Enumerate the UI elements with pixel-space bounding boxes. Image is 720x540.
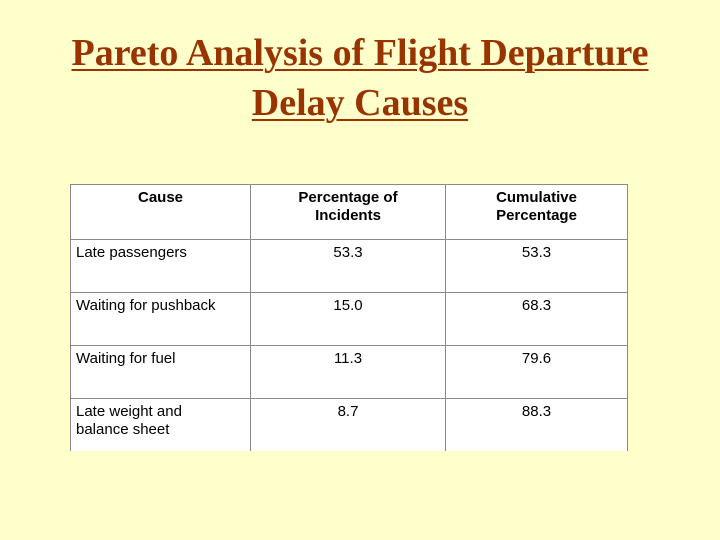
header-cell: Cumulative Percentage xyxy=(445,184,628,240)
slide-title: Pareto Analysis of Flight Departure Dela… xyxy=(71,32,649,124)
value-cell: 79.6 xyxy=(445,345,628,399)
header-cell: Cause xyxy=(70,184,251,240)
table-row: Late passengers 53.3 53.3 xyxy=(70,239,628,293)
header-row: Cause Percentage of Incidents Cumulative P… xyxy=(70,184,628,240)
header-cell: Percentage of Incidents xyxy=(250,184,446,240)
table-body: Late passengers 53.3 53.3 Waiting for pushb… xyxy=(70,239,628,451)
table-row: Waiting for pushback 15.0 68.3 xyxy=(70,292,628,346)
cause-cell: Late weight and balance sheet xyxy=(70,398,251,451)
pareto-table: Cause Percentage of Incidents Cumulative P… xyxy=(70,184,628,451)
value-cell: 88.3 xyxy=(445,398,628,451)
cause-cell: Late passengers xyxy=(70,239,251,293)
table-row: Late weight and balance sheet 8.7 88.3 xyxy=(70,398,628,451)
value-cell: 53.3 xyxy=(445,239,628,293)
value-cell: 15.0 xyxy=(250,292,446,346)
value-cell: 53.3 xyxy=(250,239,446,293)
cause-cell: Waiting for pushback xyxy=(70,292,251,346)
cause-cell: Waiting for fuel xyxy=(70,345,251,399)
value-cell: 68.3 xyxy=(445,292,628,346)
value-cell: 11.3 xyxy=(250,345,446,399)
value-cell: 8.7 xyxy=(250,398,446,451)
table-row: Waiting for fuel 11.3 79.6 xyxy=(70,345,628,399)
